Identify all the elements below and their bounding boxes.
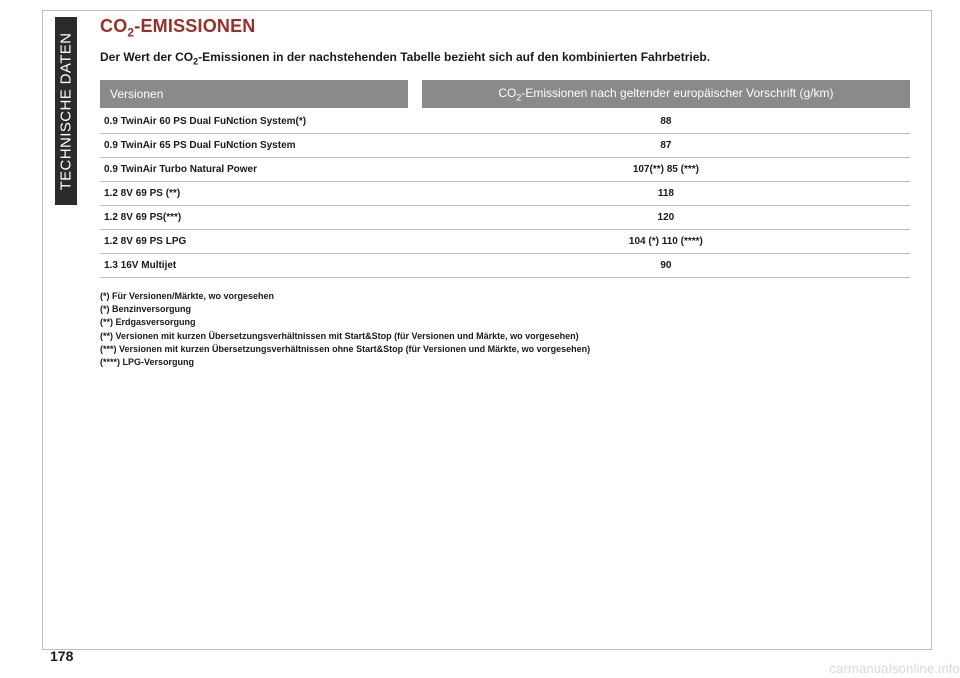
section-tab: TECHNISCHE DATEN	[55, 17, 77, 205]
th-emissions: CO2-Emissionen nach geltender europäisch…	[422, 80, 910, 108]
row-label: 1.2 8V 69 PS LPG	[100, 230, 408, 254]
table-row: 0.9 TwinAir 65 PS Dual FuNction System 8…	[100, 134, 910, 158]
row-value: 88	[422, 108, 910, 134]
row-label: 0.9 TwinAir Turbo Natural Power	[100, 158, 408, 182]
intro-pre: Der Wert der CO	[100, 50, 193, 64]
footnote: (****) LPG-Versorgung	[100, 356, 910, 369]
page-number: 178	[50, 648, 73, 664]
row-value: 90	[422, 254, 910, 278]
emissions-table: Versionen CO2-Emissionen nach geltender …	[100, 80, 910, 278]
footnote: (*) Für Versionen/Märkte, wo vorgesehen	[100, 290, 910, 303]
intro-post: -Emissionen in der nachstehenden Tabelle…	[198, 50, 710, 64]
row-label: 1.3 16V Multijet	[100, 254, 408, 278]
table-row: 0.9 TwinAir 60 PS Dual FuNction System(*…	[100, 108, 910, 134]
th-em-pre: CO	[498, 86, 516, 100]
title-pre: CO	[100, 16, 127, 36]
th-gap	[408, 80, 422, 108]
footnote: (**) Versionen mit kurzen Übersetzungsve…	[100, 330, 910, 343]
footnote: (*) Benzinversorgung	[100, 303, 910, 316]
title-post: -EMISSIONEN	[134, 16, 255, 36]
intro-text: Der Wert der CO2-Emissionen in der nachs…	[100, 50, 910, 66]
th-em-post: -Emissionen nach geltender europäischer …	[521, 86, 833, 100]
row-label: 0.9 TwinAir 65 PS Dual FuNction System	[100, 134, 408, 158]
table-row: 0.9 TwinAir Turbo Natural Power 107(**) …	[100, 158, 910, 182]
row-label: 1.2 8V 69 PS (**)	[100, 182, 408, 206]
table-row: 1.2 8V 69 PS(***) 120	[100, 206, 910, 230]
th-versions: Versionen	[100, 80, 408, 108]
section-tab-label: TECHNISCHE DATEN	[58, 32, 75, 190]
row-value: 118	[422, 182, 910, 206]
watermark: carmanualsonline.info	[829, 661, 960, 676]
footnotes: (*) Für Versionen/Märkte, wo vorgesehen …	[100, 290, 910, 368]
row-value: 104 (*) 110 (****)	[422, 230, 910, 254]
page-title: CO2-EMISSIONEN	[100, 16, 910, 40]
footnote: (**) Erdgasversorgung	[100, 316, 910, 329]
footnote: (***) Versionen mit kurzen Übersetzungsv…	[100, 343, 910, 356]
page-content: CO2-EMISSIONEN Der Wert der CO2-Emission…	[100, 16, 910, 369]
row-value: 107(**) 85 (***)	[422, 158, 910, 182]
row-label: 1.2 8V 69 PS(***)	[100, 206, 408, 230]
row-value: 120	[422, 206, 910, 230]
table-row: 1.2 8V 69 PS (**) 118	[100, 182, 910, 206]
table-row: 1.3 16V Multijet 90	[100, 254, 910, 278]
row-value: 87	[422, 134, 910, 158]
table-row: 1.2 8V 69 PS LPG 104 (*) 110 (****)	[100, 230, 910, 254]
row-label: 0.9 TwinAir 60 PS Dual FuNction System(*…	[100, 108, 408, 134]
